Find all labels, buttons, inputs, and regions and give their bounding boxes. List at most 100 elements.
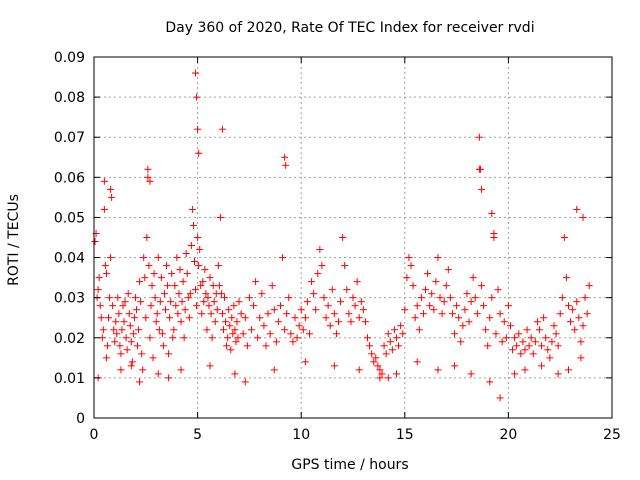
data-point — [314, 270, 322, 278]
data-point — [337, 298, 345, 306]
data-point — [250, 302, 258, 310]
data-point — [124, 290, 132, 298]
data-point — [473, 310, 481, 318]
data-point — [330, 310, 338, 318]
data-point — [515, 330, 523, 338]
x-tick-label: 0 — [90, 427, 99, 443]
data-point — [390, 326, 398, 334]
data-point — [214, 262, 222, 270]
data-point — [548, 338, 556, 346]
data-point — [241, 378, 249, 386]
data-point — [395, 342, 403, 350]
data-point — [218, 125, 226, 133]
data-point — [229, 330, 237, 338]
data-point — [231, 370, 239, 378]
data-point — [129, 330, 137, 338]
data-point — [154, 254, 162, 262]
data-point — [144, 165, 152, 173]
data-point — [209, 282, 217, 290]
data-point — [111, 338, 119, 346]
data-point — [262, 342, 270, 350]
data-point — [185, 314, 193, 322]
data-point — [430, 306, 438, 314]
data-point — [138, 350, 146, 358]
data-point — [496, 310, 504, 318]
data-point — [426, 302, 434, 310]
data-point — [339, 234, 347, 241]
data-point — [411, 314, 419, 322]
data-point — [581, 294, 589, 302]
data-point — [511, 334, 519, 342]
data-point — [455, 314, 463, 322]
data-point — [203, 326, 211, 334]
data-point — [388, 346, 396, 354]
data-point — [513, 342, 521, 350]
data-point — [100, 177, 108, 185]
data-point — [502, 334, 510, 342]
data-point — [176, 266, 184, 274]
data-point — [232, 338, 240, 346]
data-point — [231, 326, 239, 334]
y-tick-label: 0.02 — [54, 331, 85, 347]
data-point — [121, 298, 129, 306]
data-point — [372, 354, 380, 362]
data-point — [153, 310, 161, 318]
data-point — [126, 322, 134, 330]
data-point — [167, 298, 175, 306]
data-point — [260, 322, 268, 330]
data-point — [436, 294, 444, 302]
data-point — [127, 362, 135, 370]
data-point — [148, 282, 156, 290]
data-point — [157, 274, 165, 282]
data-point — [146, 177, 154, 185]
data-point — [192, 69, 200, 77]
data-point — [355, 314, 363, 322]
data-point — [330, 362, 338, 370]
y-axis-label: ROTI / TECUs — [6, 194, 22, 286]
data-point — [567, 318, 575, 326]
data-point — [448, 310, 456, 318]
data-point — [270, 306, 278, 314]
data-point — [301, 314, 309, 322]
data-point — [531, 338, 539, 346]
data-point — [413, 302, 421, 310]
grid — [94, 57, 612, 418]
data-point — [560, 234, 568, 241]
data-point — [494, 286, 502, 294]
data-point — [266, 330, 274, 338]
data-point — [382, 350, 390, 358]
data-point — [134, 342, 142, 350]
data-point — [178, 298, 186, 306]
data-point — [378, 370, 386, 378]
data-point — [237, 310, 245, 318]
data-point — [554, 370, 562, 378]
data-point — [285, 294, 293, 302]
data-point — [201, 266, 209, 274]
data-point — [467, 370, 475, 378]
data-point — [490, 229, 498, 237]
data-point — [184, 294, 192, 302]
data-point — [254, 334, 262, 342]
data-point — [569, 306, 577, 314]
data-point — [100, 205, 108, 213]
data-point — [139, 366, 147, 374]
data-point — [187, 242, 195, 250]
data-point — [546, 354, 554, 362]
y-tick-label: 0.01 — [54, 371, 85, 387]
data-point — [190, 258, 198, 266]
data-point — [123, 346, 131, 354]
data-point — [241, 314, 249, 322]
data-point — [195, 149, 203, 157]
data-point — [144, 173, 152, 181]
data-point — [310, 290, 318, 298]
data-point — [200, 298, 208, 306]
data-point — [461, 306, 469, 314]
data-point — [109, 302, 117, 310]
data-point — [235, 298, 243, 306]
data-point — [351, 302, 359, 310]
data-point — [496, 394, 504, 402]
data-point — [366, 342, 374, 350]
data-point — [579, 322, 587, 330]
data-point — [112, 318, 120, 326]
